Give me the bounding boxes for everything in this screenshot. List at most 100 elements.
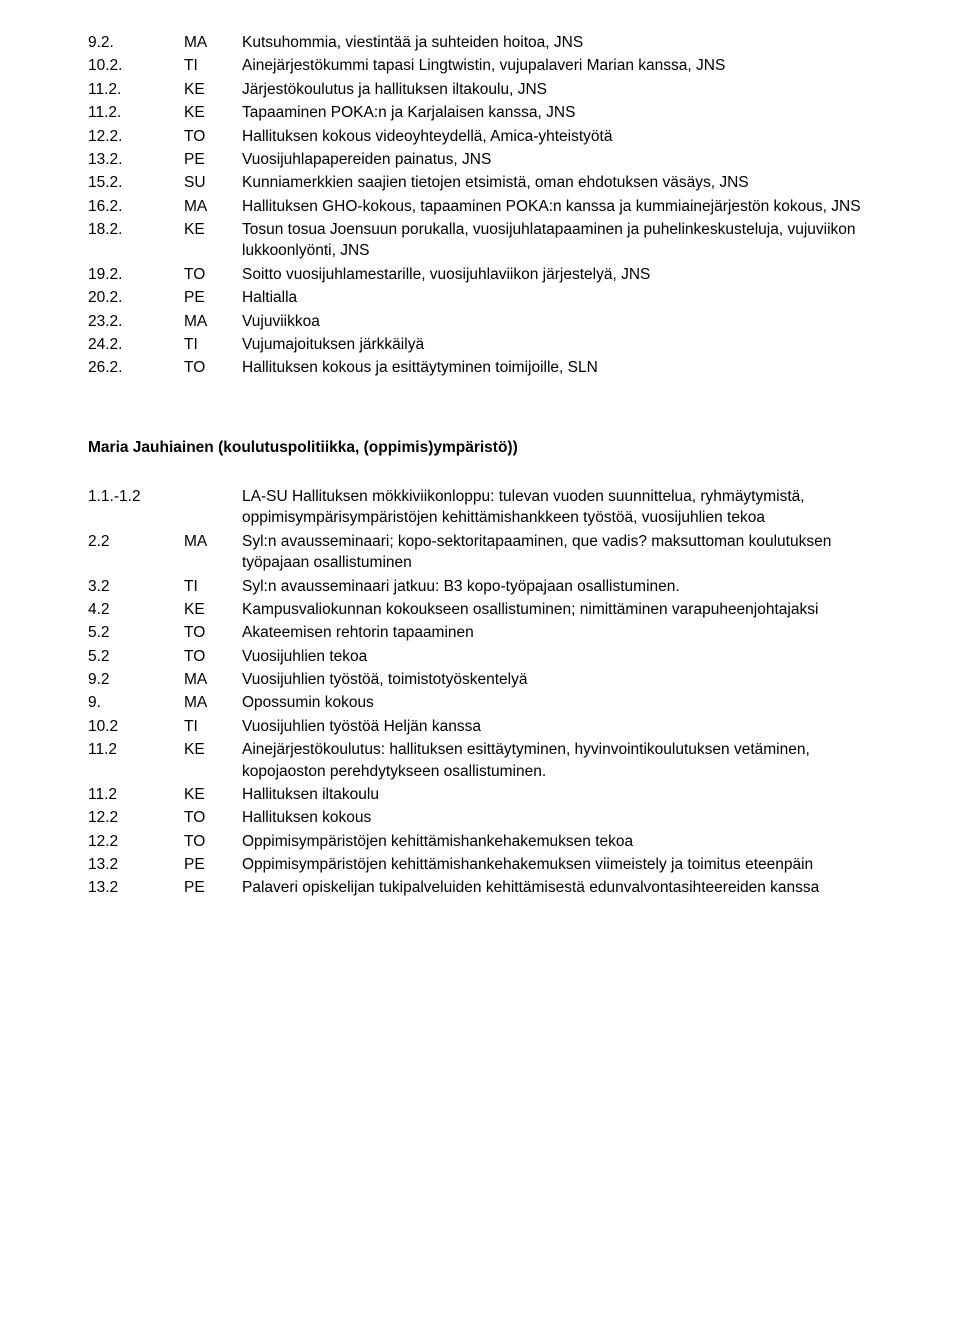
day-cell: TI [184, 55, 242, 76]
schedule-row: 11.2KEAinejärjestökoulutus: hallituksen … [88, 739, 872, 782]
date-cell: 12.2 [88, 831, 184, 852]
day-cell: PE [184, 287, 242, 308]
schedule-row: 10.2TIVuosijuhlien työstöä Heljän kanssa [88, 716, 872, 737]
date-cell: 10.2. [88, 55, 184, 76]
section-heading: Maria Jauhiainen (koulutuspolitiikka, (o… [88, 437, 872, 458]
schedule-row: 19.2.TOSoitto vuosijuhlamestarille, vuos… [88, 264, 872, 285]
day-cell: KE [184, 739, 242, 782]
schedule-row: 5.2TOVuosijuhlien tekoa [88, 646, 872, 667]
schedule-block-2: 1.1.-1.2 LA-SU Hallituksen mökkiviikonlop… [88, 486, 872, 899]
schedule-row: 13.2.PEVuosijuhlapapereiden painatus, JN… [88, 149, 872, 170]
date-cell: 1.1.-1.2 [88, 486, 184, 529]
date-cell: 3.2 [88, 576, 184, 597]
schedule-row: 1.1.-1.2 LA-SU Hallituksen mökkiviikonlop… [88, 486, 872, 529]
description-cell: Vuosijuhlien tekoa [242, 646, 872, 667]
date-cell: 24.2. [88, 334, 184, 355]
date-cell: 20.2. [88, 287, 184, 308]
schedule-row: 13.2PEPalaveri opiskelijan tukipalveluid… [88, 877, 872, 898]
day-cell: TO [184, 831, 242, 852]
description-cell: LA-SU Hallituksen mökkiviikonloppu: tule… [242, 486, 872, 529]
schedule-row: 20.2.PEHaltialla [88, 287, 872, 308]
description-cell: Ainejärjestökoulutus: hallituksen esittä… [242, 739, 872, 782]
description-cell: Oppimisympäristöjen kehittämishankehakem… [242, 854, 872, 875]
description-cell: Hallituksen iltakoulu [242, 784, 872, 805]
description-cell: Soitto vuosijuhlamestarille, vuosijuhlav… [242, 264, 872, 285]
description-cell: Akateemisen rehtorin tapaaminen [242, 622, 872, 643]
date-cell: 9. [88, 692, 184, 713]
schedule-row: 3.2TISyl:n avausseminaari jatkuu: B3 kop… [88, 576, 872, 597]
schedule-row: 9.2.MAKutsuhommia, viestintää ja suhteid… [88, 32, 872, 53]
description-cell: Haltialla [242, 287, 872, 308]
date-cell: 9.2. [88, 32, 184, 53]
day-cell: TO [184, 807, 242, 828]
schedule-row: 11.2.KEJärjestökoulutus ja hallituksen i… [88, 79, 872, 100]
description-cell: Hallituksen kokous ja esittäytyminen toi… [242, 357, 872, 378]
schedule-row: 24.2.TIVujumajoituksen järkkäilyä [88, 334, 872, 355]
day-cell: TO [184, 264, 242, 285]
day-cell: MA [184, 311, 242, 332]
description-cell: Vujuviikkoa [242, 311, 872, 332]
day-cell: MA [184, 692, 242, 713]
date-cell: 15.2. [88, 172, 184, 193]
day-cell [184, 486, 242, 529]
description-cell: Kampusvaliokunnan kokoukseen osallistumi… [242, 599, 872, 620]
schedule-row: 5.2TOAkateemisen rehtorin tapaaminen [88, 622, 872, 643]
schedule-row: 12.2.TOHallituksen kokous videoyhteydell… [88, 126, 872, 147]
date-cell: 11.2. [88, 102, 184, 123]
description-cell: Syl:n avausseminaari; kopo-sektoritapaam… [242, 531, 872, 574]
day-cell: MA [184, 196, 242, 217]
schedule-row: 11.2KEHallituksen iltakoulu [88, 784, 872, 805]
day-cell: MA [184, 531, 242, 574]
day-cell: PE [184, 877, 242, 898]
day-cell: TO [184, 622, 242, 643]
description-cell: Vuosijuhlapapereiden painatus, JNS [242, 149, 872, 170]
schedule-row: 10.2.TIAinejärjestökummi tapasi Lingtwis… [88, 55, 872, 76]
description-cell: Hallituksen kokous [242, 807, 872, 828]
day-cell: KE [184, 102, 242, 123]
date-cell: 26.2. [88, 357, 184, 378]
schedule-row: 11.2.KETapaaminen POKA:n ja Karjalaisen … [88, 102, 872, 123]
day-cell: KE [184, 784, 242, 805]
date-cell: 16.2. [88, 196, 184, 217]
date-cell: 13.2 [88, 877, 184, 898]
description-cell: Oppimisympäristöjen kehittämishankehakem… [242, 831, 872, 852]
day-cell: MA [184, 32, 242, 53]
day-cell: KE [184, 79, 242, 100]
schedule-row: 15.2.SUKunniamerkkien saajien tietojen e… [88, 172, 872, 193]
schedule-row: 9.2MAVuosijuhlien työstöä, toimistotyösk… [88, 669, 872, 690]
date-cell: 11.2 [88, 784, 184, 805]
schedule-row: 16.2.MAHallituksen GHO-kokous, tapaamine… [88, 196, 872, 217]
day-cell: TO [184, 357, 242, 378]
description-cell: Hallituksen GHO-kokous, tapaaminen POKA:… [242, 196, 872, 217]
description-cell: Vuosijuhlien työstöä Heljän kanssa [242, 716, 872, 737]
date-cell: 12.2. [88, 126, 184, 147]
description-cell: Tosun tosua Joensuun porukalla, vuosijuh… [242, 219, 872, 262]
date-cell: 18.2. [88, 219, 184, 262]
day-cell: KE [184, 599, 242, 620]
description-cell: Ainejärjestökummi tapasi Lingtwistin, vu… [242, 55, 872, 76]
section-gap [88, 381, 872, 437]
description-cell: Vuosijuhlien työstöä, toimistotyöskentel… [242, 669, 872, 690]
description-cell: Vujumajoituksen järkkäilyä [242, 334, 872, 355]
schedule-row: 9.MAOpossumin kokous [88, 692, 872, 713]
day-cell: SU [184, 172, 242, 193]
day-cell: KE [184, 219, 242, 262]
date-cell: 2.2 [88, 531, 184, 574]
day-cell: MA [184, 669, 242, 690]
schedule-row: 12.2TOOppimisympäristöjen kehittämishank… [88, 831, 872, 852]
schedule-row: 13.2PEOppimisympäristöjen kehittämishank… [88, 854, 872, 875]
schedule-row: 2.2MASyl:n avausseminaari; kopo-sektorit… [88, 531, 872, 574]
schedule-row: 23.2.MAVujuviikkoa [88, 311, 872, 332]
date-cell: 13.2 [88, 854, 184, 875]
date-cell: 10.2 [88, 716, 184, 737]
date-cell: 11.2 [88, 739, 184, 782]
day-cell: TO [184, 126, 242, 147]
day-cell: PE [184, 149, 242, 170]
description-cell: Järjestökoulutus ja hallituksen iltakoul… [242, 79, 872, 100]
date-cell: 5.2 [88, 622, 184, 643]
date-cell: 5.2 [88, 646, 184, 667]
schedule-row: 12.2TOHallituksen kokous [88, 807, 872, 828]
description-cell: Opossumin kokous [242, 692, 872, 713]
schedule-row: 18.2.KETosun tosua Joensuun porukalla, v… [88, 219, 872, 262]
date-cell: 23.2. [88, 311, 184, 332]
